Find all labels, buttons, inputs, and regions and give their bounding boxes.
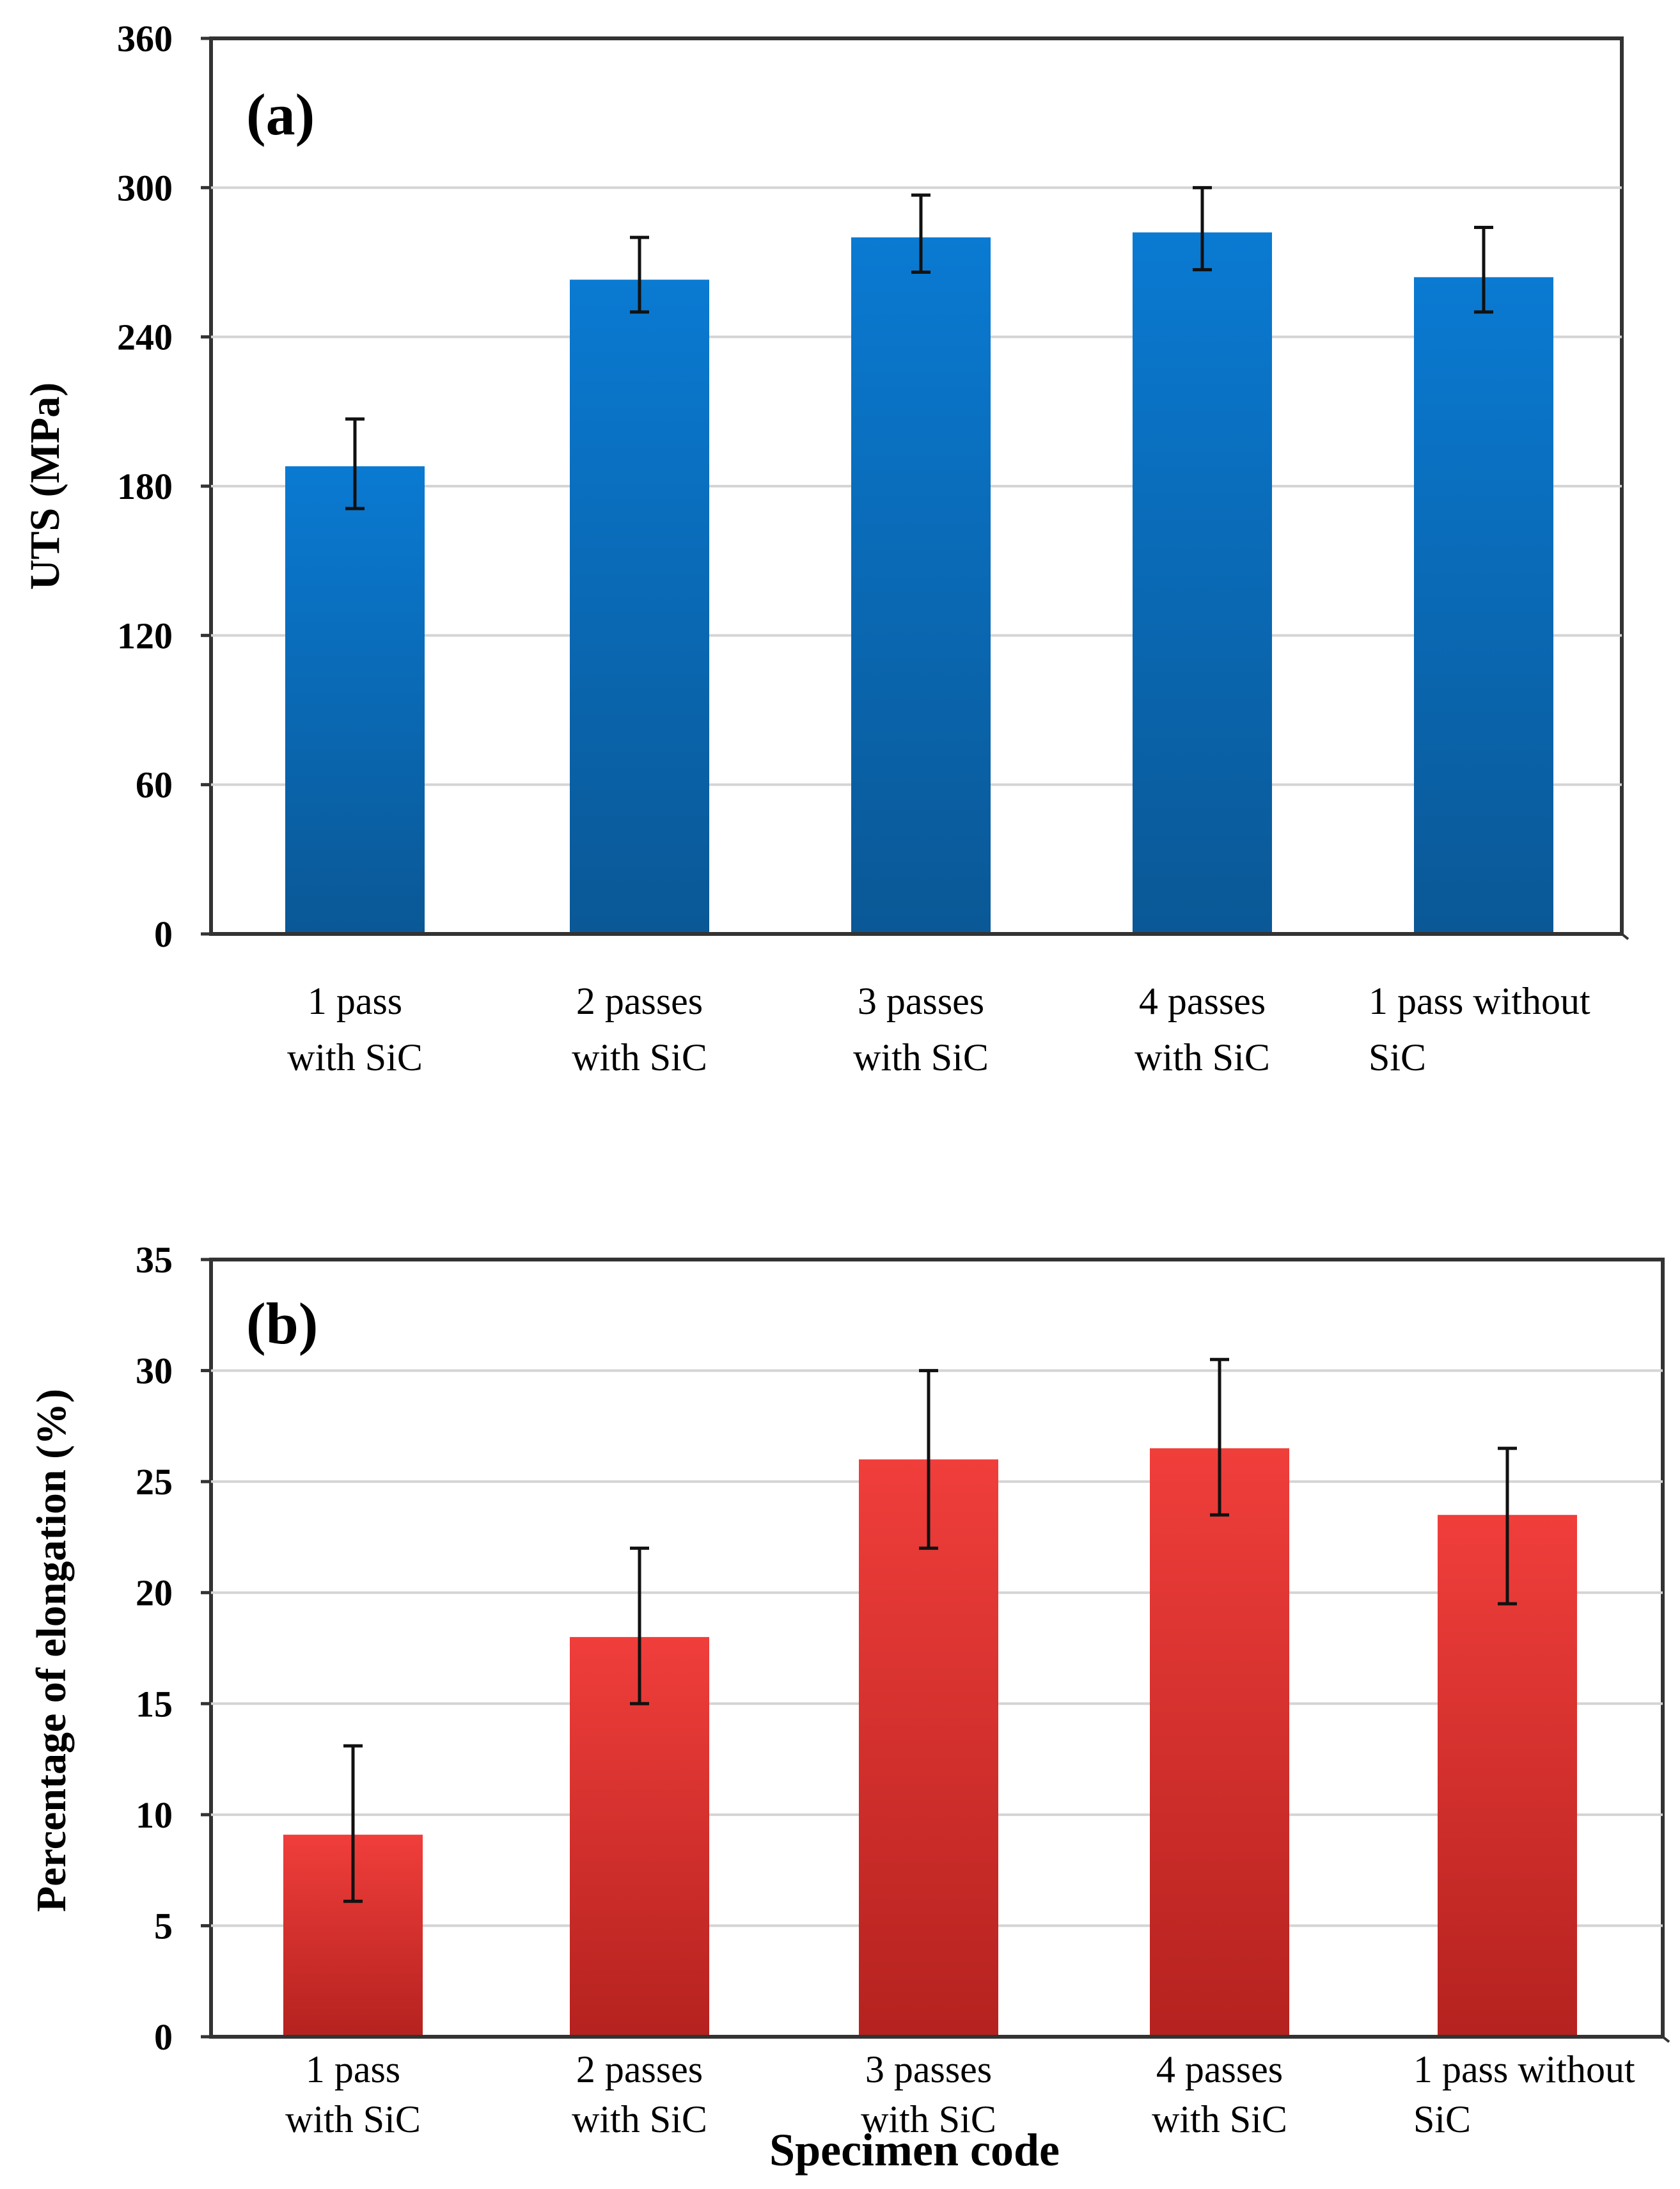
y-tick-label-b-2: 10 bbox=[136, 1794, 173, 1836]
category-label-b-4: 1 pass without SiC bbox=[1413, 2048, 1635, 2140]
y-tick-label-b-6: 30 bbox=[136, 1350, 173, 1392]
category-label-a-1: 2 passes with SiC bbox=[572, 980, 707, 1079]
error-bar-a-1 bbox=[630, 235, 649, 314]
chart-panel-a: 0 60 120 180 240 300 360 1 pass with SiC 2 passe… bbox=[22, 18, 1629, 1079]
category-label-a-2: 3 passes with SiC bbox=[853, 980, 989, 1079]
y-axis-title-b: Percentage of elongation (%) bbox=[28, 1389, 75, 1912]
category-label-a-0: 1 pass with SiC bbox=[287, 980, 423, 1079]
chart-panel-b: 0 5 10 15 20 25 30 35 1 pass with SiC 2 passes wit… bbox=[28, 1239, 1670, 2176]
y-tick-labels-a: 0 60 120 180 240 300 360 bbox=[117, 18, 211, 955]
y-tick-label-b-3: 15 bbox=[136, 1683, 173, 1725]
category-labels-a: 1 pass with SiC 2 passes with SiC 3 passes wi… bbox=[287, 980, 1590, 1079]
bar-b-3 bbox=[1150, 1448, 1289, 2035]
y-tick-label-a-3: 180 bbox=[117, 466, 173, 507]
category-label-b-1: 2 passes with SiC bbox=[572, 2048, 707, 2140]
x-axis-end-tick-b bbox=[1661, 2035, 1670, 2043]
category-label-b-0: 1 pass with SiC bbox=[285, 2048, 421, 2140]
category-labels-b: 1 pass with SiC 2 passes with SiC 3 passes wi… bbox=[285, 2048, 1635, 2140]
error-bar-a-2 bbox=[911, 193, 930, 274]
y-tick-label-b-0: 0 bbox=[154, 2016, 173, 2058]
bar-a-4 bbox=[1414, 277, 1553, 932]
y-axis-title-a: UTS (MPa) bbox=[22, 383, 68, 590]
x-axis-title-b: Specimen code bbox=[769, 2124, 1060, 2176]
y-tick-label-b-7: 35 bbox=[136, 1239, 173, 1281]
category-label-a-4: 1 pass without SiC bbox=[1369, 980, 1590, 1079]
bars-b bbox=[283, 1357, 1577, 2035]
bar-a-3 bbox=[1133, 232, 1272, 932]
y-tick-label-a-1: 60 bbox=[136, 764, 173, 806]
error-bar-b-2 bbox=[919, 1369, 938, 1550]
bar-a-1 bbox=[570, 280, 709, 932]
error-bar-b-1 bbox=[630, 1546, 649, 1705]
category-label-a-3: 4 passes with SiC bbox=[1134, 980, 1270, 1079]
y-tick-label-b-4: 20 bbox=[136, 1572, 173, 1614]
bar-b-2 bbox=[859, 1459, 998, 2035]
y-tick-label-b-5: 25 bbox=[136, 1461, 173, 1503]
y-tick-label-a-2: 120 bbox=[117, 615, 173, 656]
category-label-b-2: 3 passes with SiC bbox=[861, 2048, 996, 2140]
error-bar-a-3 bbox=[1193, 186, 1212, 272]
y-tick-label-a-6: 360 bbox=[117, 18, 173, 59]
bar-a-0 bbox=[285, 466, 425, 932]
panel-label-b: (b) bbox=[246, 1291, 318, 1356]
bars-a bbox=[285, 186, 1553, 933]
x-axis-end-tick-a bbox=[1621, 933, 1629, 940]
error-bar-b-4 bbox=[1498, 1446, 1517, 1606]
error-bar-b-0 bbox=[343, 1744, 363, 1903]
error-bar-a-4 bbox=[1474, 226, 1493, 314]
category-label-b-3: 4 passes with SiC bbox=[1152, 2048, 1287, 2140]
error-bar-b-3 bbox=[1210, 1357, 1229, 1517]
y-tick-labels-b: 0 5 10 15 20 25 30 35 bbox=[136, 1239, 211, 2058]
y-tick-label-a-0: 0 bbox=[154, 913, 173, 955]
error-bar-a-0 bbox=[345, 417, 365, 510]
bar-a-2 bbox=[851, 237, 991, 933]
y-tick-label-a-4: 240 bbox=[117, 317, 173, 358]
y-tick-label-a-5: 300 bbox=[117, 167, 173, 209]
y-tick-label-b-1: 5 bbox=[154, 1905, 173, 1947]
panel-label-a: (a) bbox=[246, 82, 315, 147]
